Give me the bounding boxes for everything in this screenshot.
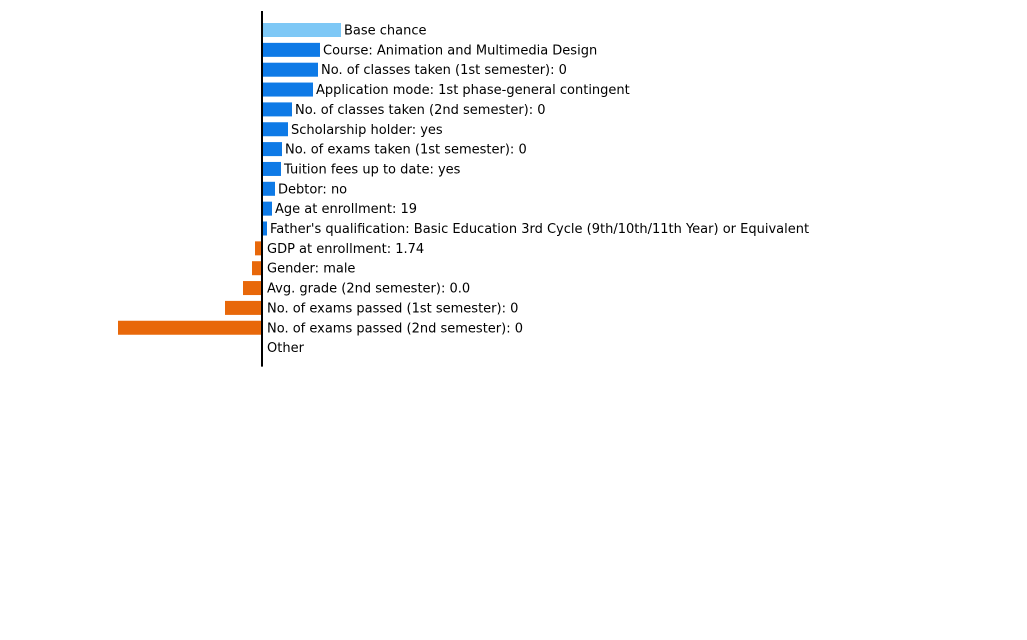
bar-label-debtor-no: Debtor: no	[278, 182, 347, 197]
bar-father-s-qualification-basic-education-3rd-cycle-9th-10th-11th-year-or-equivalent	[262, 221, 267, 236]
bar-debtor-no	[262, 181, 275, 196]
bar-label-no-of-classes-taken-2nd-semester-0: No. of classes taken (2nd semester): 0	[295, 103, 546, 118]
bar-label-avg-grade-2nd-semester-0-0: Avg. grade (2nd semester): 0.0	[267, 282, 470, 297]
bar-course-animation-and-multimedia-design	[262, 42, 320, 57]
bar-no-of-classes-taken-2nd-semester-0	[262, 102, 292, 117]
bar-label-gender-male: Gender: male	[267, 262, 355, 277]
labels-layer: Base chance Course: Animation and Multime…	[267, 24, 809, 357]
bar-gender-male	[252, 261, 262, 276]
bar-no-of-classes-taken-1st-semester-0	[262, 62, 318, 77]
bar-gdp-at-enrollment-1-74	[255, 241, 262, 256]
bar-label-no-of-exams-taken-1st-semester-0: No. of exams taken (1st semester): 0	[285, 143, 527, 158]
bar-avg-grade-2nd-semester-0-0	[243, 281, 262, 296]
bar-label-course-animation-and-multimedia-design: Course: Animation and Multimedia Design	[323, 43, 597, 58]
bar-label-application-mode-1st-phase-general-contingent: Application mode: 1st phase-general cont…	[316, 83, 630, 98]
bar-label-gdp-at-enrollment-1-74: GDP at enrollment: 1.74	[267, 242, 424, 257]
bar-label-no-of-exams-passed-1st-semester-0: No. of exams passed (1st semester): 0	[267, 301, 518, 316]
bars-layer	[118, 23, 341, 335]
bar-no-of-exams-taken-1st-semester-0	[262, 142, 282, 157]
bar-no-of-exams-passed-1st-semester-0	[225, 300, 262, 315]
bar-age-at-enrollment-19	[262, 201, 272, 216]
bar-application-mode-1st-phase-general-contingent	[262, 82, 313, 97]
bar-label-base-chance: Base chance	[344, 24, 427, 39]
bar-label-age-at-enrollment-19: Age at enrollment: 19	[275, 202, 417, 217]
bar-label-no-of-classes-taken-1st-semester-0: No. of classes taken (1st semester): 0	[321, 63, 567, 78]
bar-base-chance	[262, 23, 341, 37]
bar-tuition-fees-up-to-date-yes	[262, 161, 281, 176]
bar-label-scholarship-holder-yes: Scholarship holder: yes	[291, 123, 443, 138]
bar-label-tuition-fees-up-to-date-yes: Tuition fees up to date: yes	[283, 162, 461, 177]
bar-no-of-exams-passed-2nd-semester-0	[118, 320, 262, 335]
bar-scholarship-holder-yes	[262, 122, 288, 137]
bar-label-father-s-qualification-basic-education-3rd-cycle-9th-10th-11th-year-or-equivalent: Father's qualification: Basic Education …	[270, 222, 809, 237]
bar-label-other: Other	[267, 341, 305, 356]
bar-label-no-of-exams-passed-2nd-semester-0: No. of exams passed (2nd semester): 0	[267, 321, 523, 336]
